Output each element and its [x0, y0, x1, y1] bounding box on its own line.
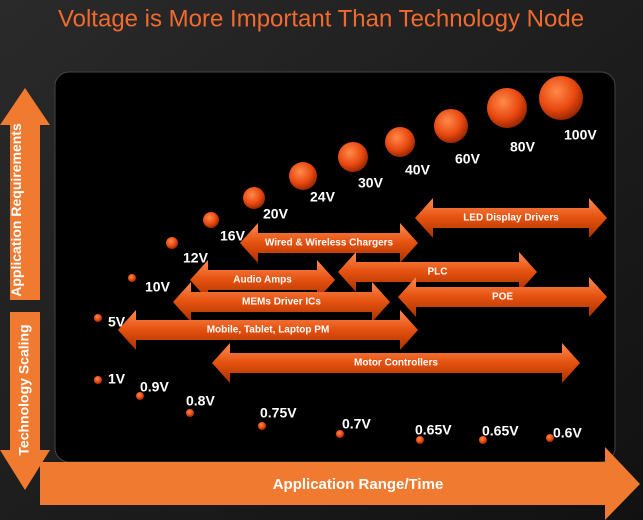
- right-arrow: [40, 447, 640, 520]
- voltage-label: 5V: [108, 314, 126, 330]
- application-arrow: [173, 282, 390, 322]
- voltage-bubble: [186, 409, 194, 417]
- voltage-label: 0.9V: [140, 379, 169, 395]
- voltage-label: 60V: [455, 151, 481, 167]
- voltage-label: 40V: [405, 162, 431, 178]
- application-label: Audio Amps: [233, 275, 292, 286]
- voltage-label: 0.65V: [415, 422, 452, 438]
- application-arrow: [190, 260, 335, 300]
- down-label: Technology Scaling: [16, 324, 32, 455]
- voltage-bubble: [479, 436, 487, 444]
- voltage-bubble: [258, 422, 266, 430]
- up-label: Application Requirements: [8, 123, 24, 297]
- application-arrow: [212, 343, 580, 383]
- voltage-label: 10V: [145, 279, 171, 295]
- voltage-bubble: [336, 430, 344, 438]
- voltage-bubble: [385, 127, 415, 157]
- down-arrow: [0, 312, 50, 490]
- application-label: POE: [492, 292, 513, 303]
- application-arrow: [415, 198, 607, 238]
- title: Voltage is More Important Than Technolog…: [58, 5, 584, 32]
- voltage-bubble: [289, 162, 317, 190]
- voltage-label: 0.8V: [186, 393, 215, 409]
- voltage-bubble: [243, 187, 265, 209]
- voltage-label: 0.75V: [260, 405, 297, 421]
- application-arrow: [240, 223, 418, 263]
- voltage-bubble: [136, 392, 144, 400]
- application-label: MEMs Driver ICs: [242, 297, 321, 308]
- voltage-bubble: [128, 274, 136, 282]
- up-arrow: [0, 88, 50, 300]
- application-label: PLC: [428, 267, 448, 278]
- voltage-label: 80V: [510, 139, 536, 155]
- application-label: LED Display Drivers: [463, 213, 559, 224]
- application-arrow: [398, 277, 607, 317]
- voltage-label: 30V: [358, 175, 384, 191]
- voltage-label: 24V: [310, 189, 336, 205]
- voltage-bubble: [166, 237, 178, 249]
- voltage-label: 100V: [564, 127, 597, 143]
- voltage-bubble: [434, 109, 468, 143]
- voltage-bubble: [546, 434, 554, 442]
- voltage-label: 0.6V: [553, 425, 582, 441]
- voltage-bubble: [539, 76, 583, 120]
- voltage-label: 20V: [263, 206, 289, 222]
- voltage-bubble: [94, 376, 102, 384]
- application-label: Mobile, Tablet, Laptop PM: [207, 325, 330, 336]
- application-arrow: [338, 252, 537, 292]
- voltage-bubble: [94, 314, 102, 322]
- voltage-bubble: [416, 436, 424, 444]
- voltage-label: 0.65V: [482, 423, 519, 439]
- application-label: Motor Controllers: [354, 358, 438, 369]
- content: 5V 10V 12V 16V 20V 24V 30V 40V 60V 80V 100V 1V 0.9V 0…: [94, 76, 607, 444]
- voltage-bubble: [487, 88, 527, 128]
- voltage-label: 16V: [220, 228, 246, 244]
- application-label: Wired & Wireless Chargers: [265, 238, 394, 249]
- voltage-bubble: [338, 142, 368, 172]
- voltage-label: 12V: [183, 250, 209, 266]
- voltage-label: 1V: [108, 371, 126, 387]
- voltage-bubble: [203, 212, 219, 228]
- voltage-label: 0.7V: [342, 416, 371, 432]
- right-label: Application Range/Time: [273, 476, 444, 493]
- application-arrow: [118, 310, 418, 350]
